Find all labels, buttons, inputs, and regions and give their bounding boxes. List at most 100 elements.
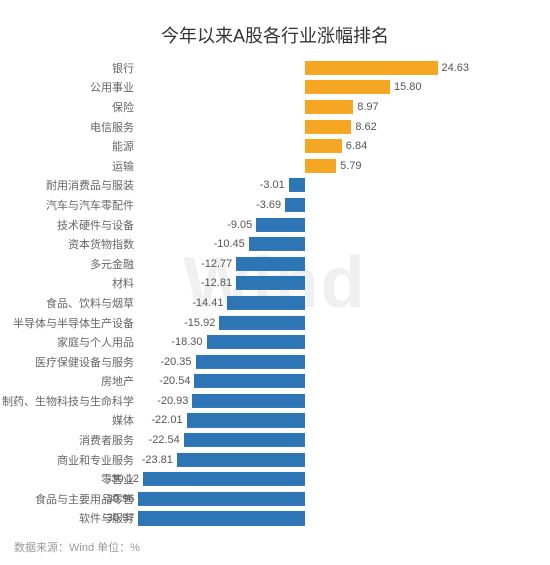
- bar: [184, 433, 305, 447]
- category-label: 消费者服务: [0, 432, 140, 448]
- chart-row: 公用事业15.80: [0, 78, 550, 98]
- chart-row: 商业和专业服务-23.81: [0, 450, 550, 470]
- value-label: 24.63: [442, 62, 470, 74]
- category-label: 商业和专业服务: [0, 452, 140, 468]
- chart-row: 消费者服务 -22.54: [0, 430, 550, 450]
- value-label: 6.84: [346, 140, 367, 152]
- category-label: 银行: [0, 60, 140, 76]
- bar: [138, 492, 305, 506]
- chart-row: 制药、生物科技与生命科学-20.93: [0, 391, 550, 411]
- chart-row: 运输 5.79: [0, 156, 550, 176]
- bar-zone: -15.92: [140, 313, 550, 333]
- bar: [177, 453, 305, 467]
- category-label: 技术硬件与设备: [0, 217, 140, 233]
- bar: [305, 120, 351, 134]
- chart-row: 保险 8.97: [0, 97, 550, 117]
- bar-zone: 15.80: [140, 78, 550, 98]
- bar: [227, 296, 305, 310]
- category-label: 资本货物指数: [0, 236, 140, 252]
- value-label: -23.81: [142, 454, 173, 466]
- bar: [305, 100, 353, 114]
- bar-zone: -20.54: [140, 372, 550, 392]
- chart-row: 银行 24.63: [0, 58, 550, 78]
- bar-zone: -3.69: [140, 195, 550, 215]
- value-label: 5.79: [340, 160, 361, 172]
- chart-row: 电信服务 8.62: [0, 117, 550, 137]
- category-label: 电信服务: [0, 119, 140, 135]
- bar: [305, 61, 438, 75]
- bar-chart: 银行 24.63 公用事业15.80保险 8.97 电信服务 8.62 能源 6.84 运输 5.…: [0, 58, 550, 536]
- bar-zone: -14.41: [140, 293, 550, 313]
- bar-zone: -23.81: [140, 450, 550, 470]
- bar: [138, 511, 305, 525]
- category-label: 医疗保健设备与服务: [0, 354, 140, 370]
- category-label: 保险: [0, 99, 140, 115]
- bar: [305, 80, 390, 94]
- bar-zone: -22.54: [140, 430, 550, 450]
- value-label: -30.97: [103, 512, 134, 524]
- value-label: -12.81: [201, 277, 232, 289]
- bar: [249, 237, 305, 251]
- bar-zone: 6.84: [140, 136, 550, 156]
- bar-zone: 8.62: [140, 117, 550, 137]
- bar-zone: -10.45: [140, 234, 550, 254]
- chart-row: 材料 -12.81: [0, 274, 550, 294]
- value-label: -20.93: [157, 395, 188, 407]
- category-label: 公用事业: [0, 79, 140, 95]
- value-label: -18.30: [171, 336, 202, 348]
- bar-zone: -22.01: [140, 411, 550, 431]
- bar: [192, 394, 305, 408]
- category-label: 媒体: [0, 412, 140, 428]
- bar: [196, 355, 305, 369]
- value-label: -20.35: [160, 356, 191, 368]
- bar: [256, 218, 305, 232]
- bar-zone: -30.97: [140, 509, 550, 529]
- chart-row: 食品与主要用品零售-30.96: [0, 489, 550, 509]
- category-label: 家庭与个人用品: [0, 334, 140, 350]
- category-label: 多元金融: [0, 256, 140, 272]
- category-label: 能源: [0, 138, 140, 154]
- bar-zone: 5.79: [140, 156, 550, 176]
- bar-zone: -20.93: [140, 391, 550, 411]
- value-label: -22.01: [151, 414, 182, 426]
- bar: [194, 374, 305, 388]
- category-label: 房地产: [0, 373, 140, 389]
- bar: [207, 335, 305, 349]
- category-label: 耐用消费品与服装: [0, 177, 140, 193]
- bar: [143, 472, 305, 486]
- bar-zone: -30.96: [140, 489, 550, 509]
- value-label: -12.77: [201, 258, 232, 270]
- value-label: -20.54: [159, 375, 190, 387]
- bar-zone: -20.35: [140, 352, 550, 372]
- chart-row: 零售业-30.12: [0, 469, 550, 489]
- chart-row: 技术硬件与设备-9.05: [0, 215, 550, 235]
- chart-row: 家庭与个人用品 -18.30: [0, 332, 550, 352]
- value-label: -30.96: [103, 493, 134, 505]
- chart-row: 耐用消费品与服装 -3.01: [0, 176, 550, 196]
- chart-row: 多元金融 -12.77: [0, 254, 550, 274]
- value-label: -3.69: [256, 199, 281, 211]
- bar: [289, 178, 305, 192]
- bar: [285, 198, 305, 212]
- bar-zone: -12.81: [140, 274, 550, 294]
- chart-row: 食品、饮料与烟草-14.41: [0, 293, 550, 313]
- value-label: -22.54: [149, 434, 180, 446]
- value-label: 8.62: [355, 121, 376, 133]
- value-label: -3.01: [260, 179, 285, 191]
- bar: [187, 413, 305, 427]
- category-label: 汽车与汽车零配件: [0, 197, 140, 213]
- bar: [305, 159, 336, 173]
- category-label: 运输: [0, 158, 140, 174]
- bar: [236, 257, 305, 271]
- chart-title: 今年以来A股各行业涨幅排名: [0, 0, 550, 48]
- chart-row: 软件与服务-30.97: [0, 509, 550, 529]
- value-label: -15.92: [184, 317, 215, 329]
- chart-row: 资本货物指数-10.45: [0, 234, 550, 254]
- chart-row: 半导体与半导体生产设备-15.92: [0, 313, 550, 333]
- bar-zone: -18.30: [140, 332, 550, 352]
- bar-zone: -12.77: [140, 254, 550, 274]
- category-label: 材料: [0, 275, 140, 291]
- bar: [305, 139, 342, 153]
- value-label: 8.97: [357, 101, 378, 113]
- bar-zone: -3.01: [140, 176, 550, 196]
